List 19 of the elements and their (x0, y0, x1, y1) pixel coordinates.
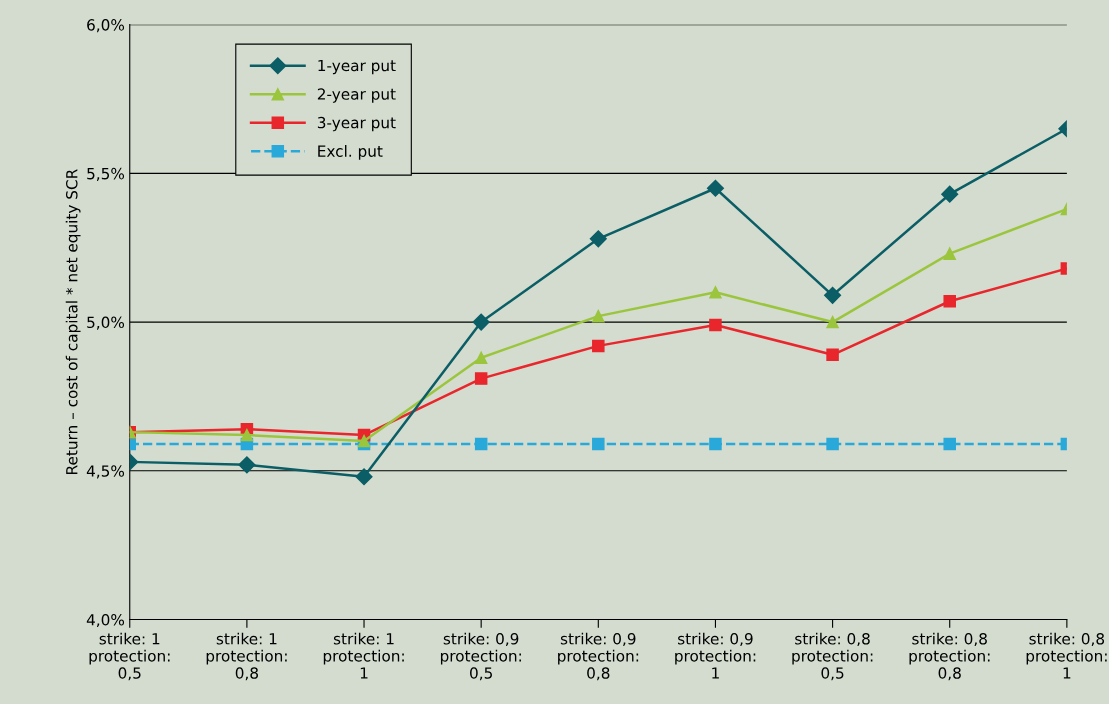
y-tick-label: 4,5% (86, 465, 125, 479)
legend-label: 1-year put (318, 59, 396, 75)
x-tick-label: strike: 0,9 protection: 1 (675, 632, 756, 679)
x-tick-label: strike: 0,8 protection: 0,8 (909, 632, 990, 681)
legend-label: 2-year put (317, 88, 396, 103)
x-tick-label: strike: 0,9 protection: 0,5 (440, 632, 521, 681)
y-axis-title: Return – cost of capital * net equity SCR (65, 169, 81, 474)
y-tick-label: 6,0% (87, 19, 125, 33)
x-tick-label: strike: 0,8 protection: 1 (1026, 632, 1107, 679)
y-tick-label: 5,0% (87, 316, 125, 330)
legend-label: 3-year put (317, 116, 396, 132)
y-tick-label: 5,5% (87, 167, 125, 181)
y-tick-label: 4,0% (86, 613, 125, 628)
x-tick-label: strike: 1 protection: 1 (323, 632, 404, 679)
legend-label: Excl. put (318, 145, 383, 160)
x-tick-label: strike: 1 protection: 0,8 (206, 632, 287, 681)
x-tick-label: strike: 1 protection: 0,5 (89, 632, 170, 681)
x-tick-label: strike: 0,8 protection: 0,5 (792, 632, 873, 681)
x-tick-label: strike: 0,9 protection: 0,8 (558, 632, 639, 681)
